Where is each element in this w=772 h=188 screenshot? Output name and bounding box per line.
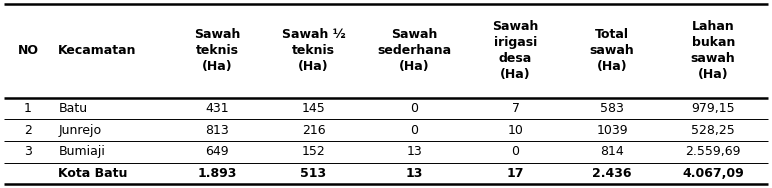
Text: 1.893: 1.893 <box>197 167 236 180</box>
Text: 2.559,69: 2.559,69 <box>686 145 741 158</box>
Text: 2: 2 <box>24 124 32 137</box>
Text: 0: 0 <box>411 102 418 115</box>
Text: Sawah
teknis
(Ha): Sawah teknis (Ha) <box>194 28 240 73</box>
Text: Bumiaji: Bumiaji <box>59 145 105 158</box>
Text: 979,15: 979,15 <box>692 102 735 115</box>
Text: Junrejo: Junrejo <box>59 124 101 137</box>
Text: 7: 7 <box>512 102 520 115</box>
Text: 216: 216 <box>302 124 325 137</box>
Text: 813: 813 <box>205 124 229 137</box>
Text: Sawah
sederhana
(Ha): Sawah sederhana (Ha) <box>378 28 452 73</box>
Text: 1: 1 <box>24 102 32 115</box>
Text: 1039: 1039 <box>597 124 628 137</box>
Text: 145: 145 <box>302 102 326 115</box>
Text: 431: 431 <box>205 102 229 115</box>
Text: 513: 513 <box>300 167 327 180</box>
Text: Sawah ½
teknis
(Ha): Sawah ½ teknis (Ha) <box>282 28 345 73</box>
Text: 13: 13 <box>407 145 422 158</box>
Text: 17: 17 <box>507 167 524 180</box>
Text: 3: 3 <box>24 145 32 158</box>
Text: Total
sawah
(Ha): Total sawah (Ha) <box>590 28 635 73</box>
Text: 0: 0 <box>512 145 520 158</box>
Text: Kota Batu: Kota Batu <box>59 167 127 180</box>
Text: Kecamatan: Kecamatan <box>59 44 137 57</box>
Text: 649: 649 <box>205 145 229 158</box>
Text: 583: 583 <box>601 102 624 115</box>
Text: 0: 0 <box>411 124 418 137</box>
Text: 4.067,09: 4.067,09 <box>682 167 744 180</box>
Text: Sawah
irigasi
desa
(Ha): Sawah irigasi desa (Ha) <box>493 20 539 81</box>
Text: 2.436: 2.436 <box>592 167 632 180</box>
Text: 528,25: 528,25 <box>692 124 735 137</box>
Text: Batu: Batu <box>59 102 87 115</box>
Text: Lahan
bukan
sawah
(Ha): Lahan bukan sawah (Ha) <box>691 20 736 81</box>
Text: 152: 152 <box>302 145 326 158</box>
Text: NO: NO <box>18 44 39 57</box>
Text: 814: 814 <box>601 145 624 158</box>
Text: 13: 13 <box>406 167 423 180</box>
Text: 10: 10 <box>508 124 523 137</box>
